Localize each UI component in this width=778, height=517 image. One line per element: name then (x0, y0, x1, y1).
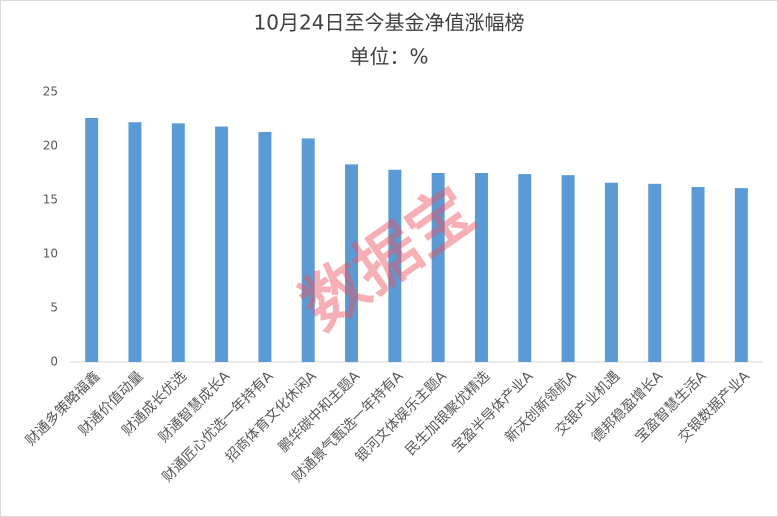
bar (734, 188, 748, 362)
bar (345, 164, 359, 362)
bar (215, 126, 229, 362)
chart-subtitle: 单位：% (349, 45, 428, 69)
bar (518, 174, 532, 362)
bar (474, 173, 488, 362)
chart-title: 10月24日至今基金净值涨幅榜 (254, 11, 525, 35)
y-tick-label: 20 (43, 139, 58, 153)
y-tick-label: 0 (50, 355, 58, 369)
y-tick-label: 15 (43, 193, 58, 207)
bar (604, 182, 618, 362)
bar (388, 169, 402, 362)
y-tick-label: 5 (50, 301, 58, 315)
bar (561, 175, 575, 362)
bar (301, 138, 315, 362)
bar (691, 187, 705, 362)
bar (85, 117, 99, 362)
bar (258, 131, 272, 362)
bar (648, 183, 662, 362)
bar (171, 123, 185, 362)
bar (431, 173, 445, 362)
y-tick-label: 25 (43, 85, 58, 99)
bar (128, 122, 142, 363)
y-tick-label: 10 (43, 247, 58, 261)
